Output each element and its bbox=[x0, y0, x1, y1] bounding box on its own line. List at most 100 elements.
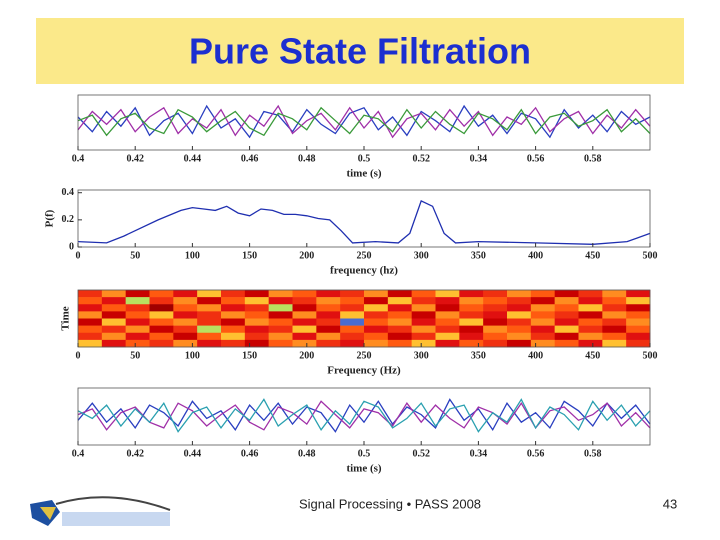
heat-cell bbox=[578, 339, 603, 348]
heat-cell bbox=[340, 318, 365, 326]
x-tick-label: 0 bbox=[76, 350, 81, 361]
y-axis-label: P(f) bbox=[44, 209, 56, 227]
heat-cell bbox=[602, 332, 627, 341]
heat-cell bbox=[173, 311, 198, 319]
heat-cell bbox=[197, 325, 222, 334]
heat-cell bbox=[101, 297, 126, 305]
x-tick-label: 500 bbox=[643, 350, 658, 361]
heat-cell bbox=[197, 290, 222, 298]
x-tick-label: 0.44 bbox=[184, 448, 202, 459]
heat-cell bbox=[459, 318, 484, 326]
heat-cell bbox=[268, 311, 293, 319]
page-number: 43 bbox=[663, 496, 677, 511]
heat-cell bbox=[197, 339, 222, 348]
heat-cell bbox=[316, 325, 341, 334]
heat-cell bbox=[340, 332, 365, 341]
heat-cell bbox=[101, 311, 126, 319]
heat-cell bbox=[364, 339, 389, 348]
heat-cell bbox=[387, 318, 412, 326]
heat-cell bbox=[507, 304, 532, 312]
logo bbox=[30, 496, 171, 526]
heat-cell bbox=[197, 304, 222, 312]
heat-cell bbox=[507, 290, 532, 298]
heat-cell bbox=[554, 318, 579, 326]
x-tick-label: 0.34 bbox=[470, 153, 488, 164]
x-tick-label: 0.56 bbox=[527, 153, 545, 164]
heat-cell bbox=[626, 325, 651, 334]
heat-cell bbox=[507, 325, 532, 334]
series-line bbox=[77, 200, 651, 245]
heat-cell bbox=[268, 290, 293, 298]
heat-cell bbox=[411, 304, 436, 312]
heat-cell bbox=[626, 339, 651, 348]
heat-cell bbox=[173, 304, 198, 312]
heat-cell bbox=[411, 311, 436, 319]
heat-cell bbox=[626, 304, 651, 312]
heat-cell bbox=[483, 318, 508, 326]
heat-cell bbox=[507, 318, 532, 326]
series-line bbox=[77, 104, 651, 139]
heat-cell bbox=[435, 339, 460, 348]
heat-cell bbox=[530, 325, 555, 334]
heat-cell bbox=[364, 290, 389, 298]
heat-cell bbox=[316, 304, 341, 312]
heat-cell bbox=[221, 290, 246, 298]
x-axis-label: time (s) bbox=[346, 168, 381, 180]
heat-cell bbox=[197, 297, 222, 305]
heat-cell bbox=[292, 339, 317, 348]
y-axis-label: Time bbox=[60, 306, 72, 330]
heat-cell bbox=[221, 304, 246, 312]
heat-cell bbox=[316, 339, 341, 348]
heat-cell bbox=[340, 297, 365, 305]
x-tick-label: 100 bbox=[185, 250, 200, 261]
heat-cell bbox=[292, 290, 317, 298]
heat-cell bbox=[554, 339, 579, 348]
heat-cell bbox=[78, 325, 103, 334]
heat-cell bbox=[578, 332, 603, 341]
x-tick-label: 400 bbox=[528, 350, 543, 361]
heat-cell bbox=[459, 332, 484, 341]
series-line bbox=[77, 398, 651, 433]
heat-cell bbox=[411, 297, 436, 305]
x-tick-label: 450 bbox=[585, 350, 600, 361]
plot-frame bbox=[77, 189, 651, 248]
x-tick-label: 350 bbox=[471, 250, 486, 261]
x-tick-label: 200 bbox=[299, 350, 314, 361]
heat-cell bbox=[149, 297, 174, 305]
heat-cell bbox=[435, 332, 460, 341]
heat-cell bbox=[125, 318, 150, 326]
x-tick-label: 400 bbox=[528, 250, 543, 261]
heat-cell bbox=[197, 332, 222, 341]
heat-cell bbox=[221, 332, 246, 341]
heat-cell bbox=[244, 318, 269, 326]
heat-cell bbox=[78, 332, 103, 341]
footer-text: Signal Processing • PASS 2008 bbox=[299, 496, 481, 511]
x-tick-label: 0.46 bbox=[241, 448, 259, 459]
x-tick-label: 100 bbox=[185, 350, 200, 361]
heat-cell bbox=[459, 311, 484, 319]
heat-cell bbox=[364, 297, 389, 305]
heat-cell bbox=[602, 304, 627, 312]
heat-cell bbox=[268, 297, 293, 305]
x-tick-label: 350 bbox=[471, 350, 486, 361]
heat-cell bbox=[125, 325, 150, 334]
heat-cell bbox=[244, 290, 269, 298]
heat-cell bbox=[483, 325, 508, 334]
heat-cell bbox=[244, 304, 269, 312]
x-tick-label: 0.4 bbox=[72, 448, 85, 459]
heat-cell bbox=[554, 332, 579, 341]
heat-cell bbox=[316, 311, 341, 319]
heat-cell bbox=[554, 297, 579, 305]
heat-cell bbox=[602, 297, 627, 305]
heat-cell bbox=[340, 325, 365, 334]
x-tick-label: 0.58 bbox=[584, 448, 602, 459]
heat-cell bbox=[221, 318, 246, 326]
heat-cell bbox=[530, 297, 555, 305]
heat-cell bbox=[316, 290, 341, 298]
heat-cell bbox=[483, 339, 508, 348]
heat-cell bbox=[268, 304, 293, 312]
heat-cell bbox=[602, 325, 627, 334]
heat-cell bbox=[292, 297, 317, 305]
slide-title: Pure State Filtration bbox=[189, 31, 531, 72]
heat-cell bbox=[316, 332, 341, 341]
